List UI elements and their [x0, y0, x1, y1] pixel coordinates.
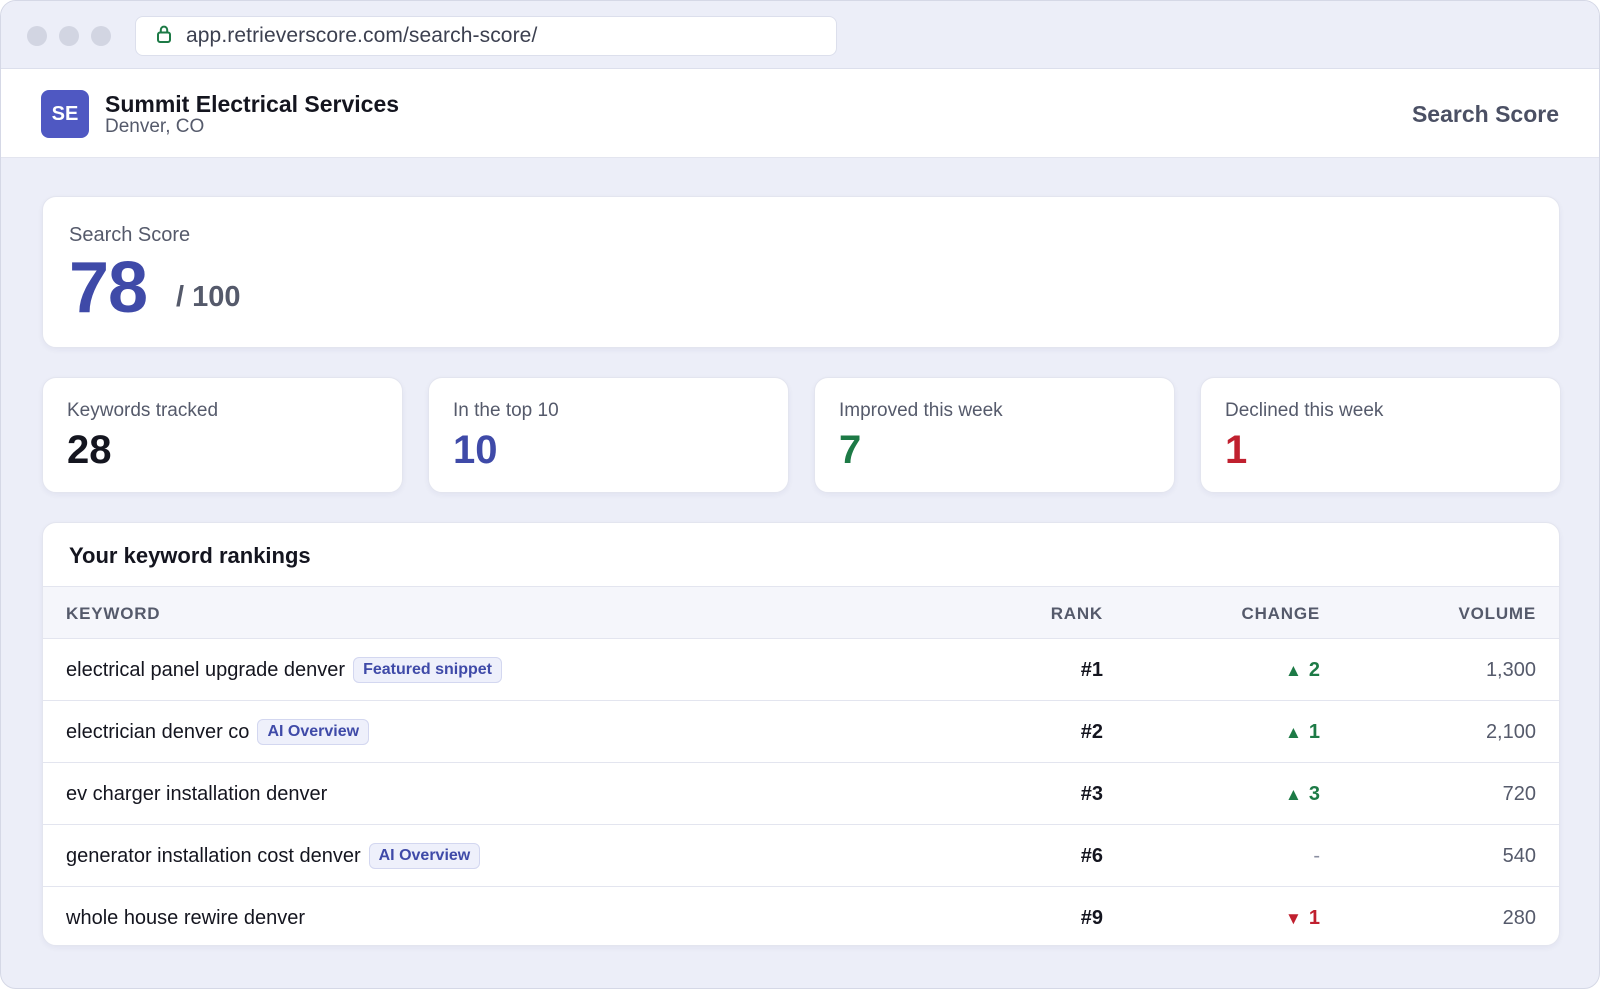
column-header-volume[interactable]: VOLUME	[1458, 604, 1536, 623]
keyword-text: electrical panel upgrade denver	[66, 658, 346, 681]
search-score-label: Search Score	[69, 224, 191, 246]
rank-change: -	[1306, 845, 1320, 868]
change-arrow-icon: ▲	[1285, 660, 1302, 680]
rank-value: #2	[1080, 721, 1103, 743]
column-header-keyword[interactable]: KEYWORD	[66, 604, 161, 623]
rank-value: #9	[1080, 907, 1103, 929]
search-score-card: Search Score 78 / 100	[42, 196, 1560, 348]
stat-value: 10	[453, 428, 498, 472]
rankings-table-header: KEYWORD RANK CHANGE VOLUME	[43, 586, 1559, 639]
rank-value: #6	[1080, 845, 1103, 867]
change-value: 3	[1308, 783, 1320, 805]
stat-card-declined: Declined this week 1	[1200, 377, 1561, 493]
lock-icon	[156, 24, 186, 49]
change-arrow-icon: ▼	[1285, 908, 1302, 928]
keyword-text: whole house rewire denver	[66, 906, 306, 929]
search-volume: 1,300	[1485, 659, 1536, 681]
table-row[interactable]: electrical panel upgrade denver Featured…	[43, 639, 1559, 701]
search-volume: 540	[1502, 845, 1536, 867]
rank-change: ▲ 2	[1285, 659, 1320, 682]
keyword-text: electrician denver co	[66, 720, 250, 743]
search-score-max: / 100	[176, 281, 241, 313]
search-volume: 720	[1502, 783, 1536, 805]
stat-value: 28	[67, 428, 112, 472]
url-text[interactable]: app.retrieverscore.com/search-score/	[186, 24, 538, 47]
column-header-rank[interactable]: RANK	[1050, 604, 1103, 623]
column-header-change[interactable]: CHANGE	[1241, 604, 1320, 623]
browser-chrome: app.retrieverscore.com/search-score/	[1, 1, 1599, 69]
change-value: 2	[1308, 659, 1320, 681]
rank-value: #3	[1080, 783, 1103, 805]
search-volume: 280	[1502, 907, 1536, 929]
stat-label: Improved this week	[839, 400, 1003, 421]
keyword-rankings-title: Your keyword rankings	[69, 543, 311, 568]
window-minimize-dot[interactable]	[59, 26, 79, 46]
stat-value: 1	[1225, 428, 1248, 472]
stat-label: In the top 10	[453, 400, 559, 421]
serp-feature-badge: AI Overview	[257, 719, 370, 745]
business-avatar: SE	[41, 90, 89, 138]
table-row[interactable]: ev charger installation denver #3 ▲ 3 72…	[43, 763, 1559, 825]
stat-value: 7	[839, 428, 862, 472]
stat-card-improved: Improved this week 7	[814, 377, 1175, 493]
change-value: 1	[1308, 721, 1320, 743]
keyword-text: generator installation cost denver	[66, 844, 361, 867]
address-bar[interactable]: app.retrieverscore.com/search-score/	[135, 16, 837, 56]
search-volume: 2,100	[1485, 721, 1536, 743]
rank-value: #1	[1080, 659, 1103, 681]
stat-card-keywords-tracked: Keywords tracked 28	[42, 377, 403, 493]
rankings-table-body: electrical panel upgrade denver Featured…	[43, 639, 1559, 945]
search-score-value: 78	[69, 248, 148, 328]
rank-change: ▲ 3	[1285, 783, 1320, 806]
stat-card-top-10: In the top 10 10	[428, 377, 789, 493]
business-location: Denver, CO	[105, 116, 205, 137]
stat-label: Declined this week	[1225, 400, 1384, 421]
change-value: 1	[1308, 907, 1320, 929]
change-value: -	[1313, 845, 1320, 867]
window-close-dot[interactable]	[27, 26, 47, 46]
serp-feature-badge: Featured snippet	[353, 657, 502, 683]
rank-change: ▲ 1	[1285, 721, 1320, 744]
keyword-rankings-card: Your keyword rankings KEYWORD RANK CHANG…	[42, 522, 1560, 946]
business-name: Summit Electrical Services	[105, 91, 400, 117]
window-maximize-dot[interactable]	[91, 26, 111, 46]
rank-change: ▼ 1	[1285, 907, 1320, 930]
change-arrow-icon: ▲	[1285, 722, 1302, 742]
change-arrow-icon: ▲	[1285, 784, 1302, 804]
table-row[interactable]: generator installation cost denver AI Ov…	[43, 825, 1559, 887]
page-nav-title[interactable]: Search Score	[1411, 101, 1559, 127]
app-header: SE Summit Electrical Services Denver, CO…	[1, 69, 1599, 158]
table-row[interactable]: whole house rewire denver #9 ▼ 1 280	[43, 887, 1559, 945]
table-row[interactable]: electrician denver co AI Overview #2 ▲ 1…	[43, 701, 1559, 763]
serp-feature-badge: AI Overview	[368, 843, 481, 869]
keyword-text: ev charger installation denver	[66, 782, 328, 805]
stat-label: Keywords tracked	[67, 400, 219, 421]
